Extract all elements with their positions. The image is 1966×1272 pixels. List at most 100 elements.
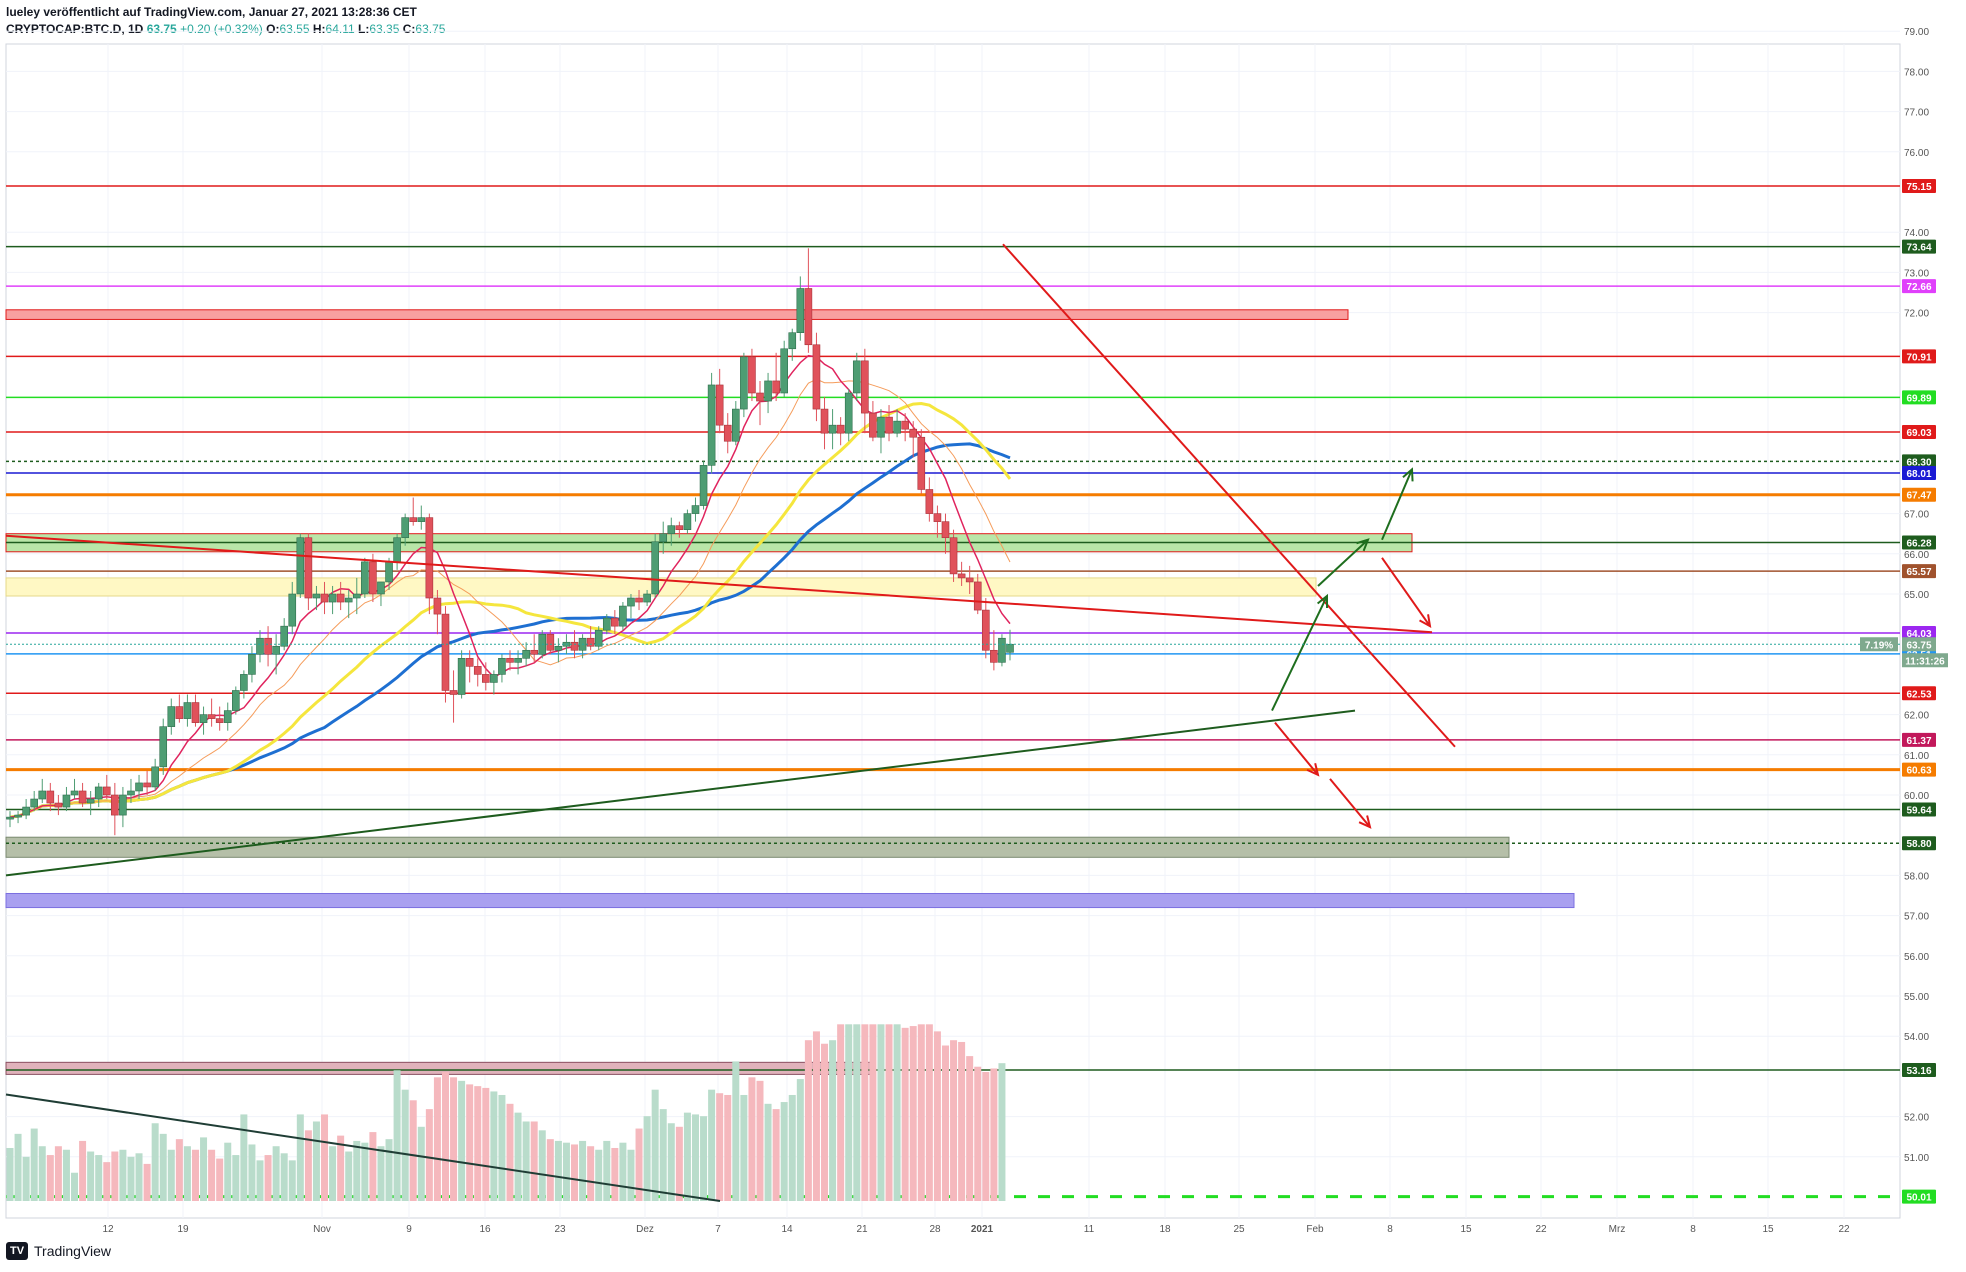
candle-body — [401, 517, 409, 539]
volume-bar — [716, 1093, 724, 1201]
y-tick-label: 51.00 — [1904, 1153, 1929, 1164]
volume-bar — [232, 1155, 240, 1201]
candle-body — [46, 790, 55, 804]
candle-body — [102, 786, 111, 796]
volume-bar — [941, 1045, 949, 1201]
volume-zone — [5, 1061, 874, 1075]
candle-body — [369, 561, 377, 595]
candle-body — [917, 436, 926, 490]
scenario-arrow-up-3 — [1381, 468, 1413, 541]
price-level-label: 53.16 — [1906, 1066, 1931, 1077]
y-tick-label: 55.00 — [1904, 992, 1929, 1003]
volume-bar — [925, 1024, 933, 1201]
volume-bar — [667, 1123, 675, 1201]
price-level-tag — [1902, 625, 1936, 640]
candle-body — [828, 424, 837, 434]
brand-label[interactable]: TradingView — [34, 1243, 112, 1259]
candle-body — [941, 521, 950, 539]
candle-body — [514, 658, 522, 663]
y-tick-label: 79.00 — [1904, 27, 1929, 38]
price-level-label: 69.03 — [1906, 428, 1931, 439]
price-level-label: 58.80 — [1906, 839, 1931, 850]
x-tick-label: 25 — [1233, 1224, 1245, 1235]
candle-body — [901, 420, 909, 430]
volume-bar — [288, 1160, 296, 1201]
volume-bar — [901, 1027, 909, 1201]
candle-body — [925, 489, 934, 514]
candle-body — [852, 360, 861, 394]
candle-body — [675, 525, 684, 530]
volume-bar — [756, 1080, 764, 1201]
scenario-arrow-up-1 — [1271, 595, 1328, 712]
volume-bar — [135, 1153, 143, 1201]
x-tick-label: 14 — [781, 1224, 793, 1235]
volume-bar — [224, 1142, 232, 1201]
volume-bar — [95, 1155, 103, 1201]
x-tick-label: 12 — [102, 1224, 114, 1235]
price-level-tag — [1902, 535, 1936, 550]
volume-bar — [587, 1146, 595, 1201]
volume-bar — [958, 1041, 966, 1201]
candle-body — [780, 348, 788, 394]
candle-body — [344, 597, 353, 603]
volume-bar — [312, 1121, 320, 1201]
x-tick-label: 28 — [929, 1224, 941, 1235]
y-tick-label: 52.00 — [1904, 1113, 1929, 1124]
price-level-tag — [1902, 454, 1936, 469]
price-level-label: 50.01 — [1906, 1193, 1931, 1204]
candle-body — [707, 384, 716, 466]
y-tick-label: 67.00 — [1904, 510, 1929, 521]
volume-bar — [982, 1072, 990, 1201]
volume-bar — [87, 1151, 95, 1201]
tradingview-logo-icon[interactable]: TV — [6, 1242, 28, 1260]
price-level-label: 62.53 — [1906, 689, 1931, 700]
candle-body — [643, 593, 651, 603]
volume-bar — [909, 1026, 917, 1201]
candle-body — [836, 424, 845, 434]
volume-bar — [933, 1031, 941, 1201]
volume-bar — [804, 1040, 812, 1201]
current-price-tag — [1902, 637, 1936, 652]
candle-body — [272, 645, 280, 655]
candle-body — [296, 537, 305, 595]
candle-body — [506, 658, 514, 663]
x-tick-label: 7 — [715, 1224, 721, 1235]
volume-bar — [377, 1146, 385, 1201]
volume-bar — [885, 1024, 893, 1201]
candle-body — [764, 380, 772, 402]
candle-body — [756, 392, 764, 402]
volume-bar — [345, 1151, 353, 1201]
volume-bar — [571, 1144, 579, 1201]
volume-bar — [683, 1112, 691, 1201]
volume-bar — [103, 1162, 111, 1201]
volume-bar — [46, 1155, 54, 1201]
volume-bar — [474, 1086, 482, 1201]
candle-body — [861, 360, 869, 414]
volume-bar — [167, 1149, 175, 1201]
candle-body — [796, 288, 805, 334]
volume-bar — [321, 1114, 329, 1201]
candle-body — [127, 790, 135, 796]
volume-bar — [869, 1024, 877, 1201]
volume-bar — [788, 1094, 796, 1201]
candle-body — [417, 517, 426, 522]
volume-bar — [393, 1070, 401, 1201]
volume-bar — [490, 1091, 498, 1201]
symbol-label[interactable]: CRYPTOCAP:BTC.D, 1D — [6, 22, 144, 36]
x-tick-label: 8 — [1387, 1224, 1393, 1235]
candle-body — [732, 408, 740, 442]
candle-body — [167, 706, 176, 727]
price-level-label: 66.28 — [1906, 539, 1931, 550]
volume-bar — [514, 1112, 522, 1201]
y-tick-label: 61.00 — [1904, 751, 1929, 762]
volume-bar — [700, 1116, 708, 1201]
candle-body — [191, 702, 200, 723]
candle-body — [38, 790, 47, 800]
candle-body — [232, 690, 240, 711]
gray-zone — [5, 836, 1510, 858]
volume-bar — [627, 1149, 635, 1201]
volume-bar — [603, 1140, 611, 1201]
candle-body — [54, 802, 63, 808]
y-tick-label: 56.00 — [1904, 952, 1929, 963]
